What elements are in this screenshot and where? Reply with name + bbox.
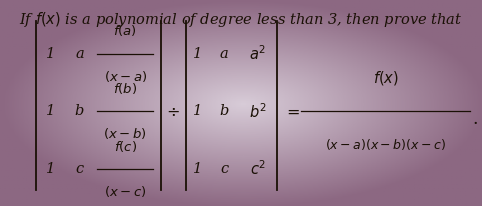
Text: 1: 1 bbox=[193, 104, 202, 118]
Text: c: c bbox=[75, 162, 84, 176]
Text: 1: 1 bbox=[193, 47, 202, 61]
Text: 1: 1 bbox=[46, 104, 55, 118]
Text: $\div$: $\div$ bbox=[166, 103, 179, 120]
Text: 1: 1 bbox=[193, 162, 202, 176]
Text: c: c bbox=[220, 162, 228, 176]
Text: b: b bbox=[219, 104, 229, 118]
Text: $c^2$: $c^2$ bbox=[250, 160, 266, 178]
Text: a: a bbox=[220, 47, 228, 61]
Text: $f(x)$: $f(x)$ bbox=[373, 69, 399, 87]
Text: $(x-a)(x-b)(x-c)$: $(x-a)(x-b)(x-c)$ bbox=[325, 137, 446, 152]
Text: $f(c)$: $f(c)$ bbox=[114, 139, 137, 154]
Text: $f(b)$: $f(b)$ bbox=[113, 81, 137, 96]
Text: $(x-b)$: $(x-b)$ bbox=[104, 126, 147, 141]
Text: b: b bbox=[75, 104, 84, 118]
Text: $=$: $=$ bbox=[283, 103, 300, 120]
Text: If $f(x)$ is a polynomial of degree less than 3, then prove that: If $f(x)$ is a polynomial of degree less… bbox=[19, 10, 463, 29]
Text: $f(a)$: $f(a)$ bbox=[113, 23, 137, 38]
Text: $a^2$: $a^2$ bbox=[249, 44, 267, 63]
Text: $(x-c)$: $(x-c)$ bbox=[104, 184, 147, 199]
Text: 1: 1 bbox=[46, 47, 55, 61]
Text: $b^2$: $b^2$ bbox=[249, 102, 267, 121]
Text: 1: 1 bbox=[46, 162, 55, 176]
Text: $(x-a)$: $(x-a)$ bbox=[104, 69, 147, 84]
Text: a: a bbox=[75, 47, 84, 61]
Text: .: . bbox=[472, 111, 478, 128]
